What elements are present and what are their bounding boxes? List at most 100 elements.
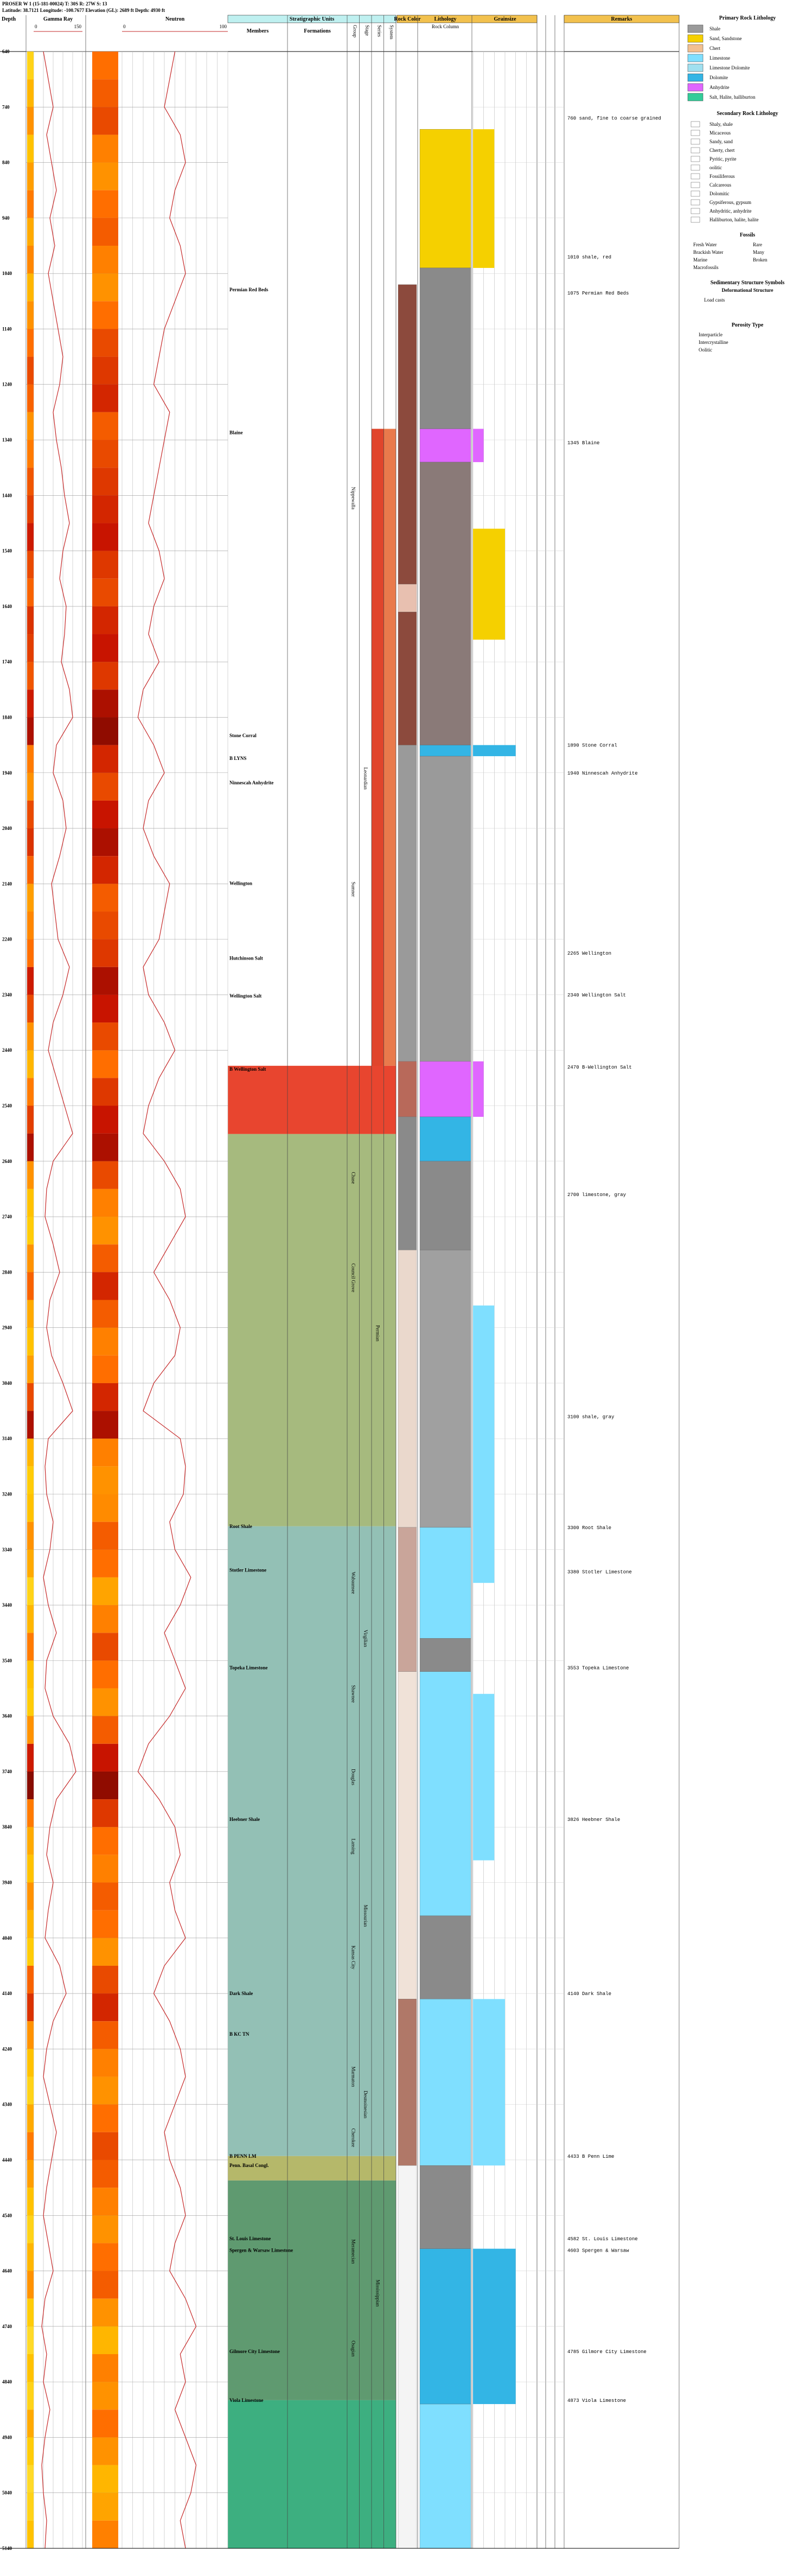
legend-icon [690, 190, 700, 197]
heat-cell [27, 2021, 34, 2049]
remark: 3553 Topeka Limestone [567, 1666, 629, 1671]
group-header: Group [352, 25, 357, 37]
heat-cell [92, 468, 118, 496]
depth-label: 1940 [2, 770, 12, 776]
heat-cell [92, 551, 118, 579]
legend-item: Limestone Dolomite [709, 65, 750, 71]
heat-cell [92, 1771, 118, 1800]
heat-cell [27, 717, 34, 745]
heat-cell [92, 162, 118, 190]
rock-color [398, 1061, 417, 1117]
member-label: B KC TN [229, 2031, 250, 2037]
grainsize-bar [473, 1693, 495, 1861]
legend-item: Halliburton, halite, halite [709, 217, 758, 222]
depth-label: 3940 [2, 1880, 12, 1885]
heat-cell [27, 1217, 34, 1245]
members-header: Members [247, 28, 269, 34]
depth-label: 3540 [2, 1658, 12, 1663]
remark: 3100 shale, gray [567, 1414, 615, 1420]
heat-cell [27, 1105, 34, 1134]
heat-cell [92, 1716, 118, 1744]
heat-cell [27, 190, 34, 218]
legend-item: Gypsiferous, gypsum [709, 200, 751, 205]
legend-item: Calcareous [709, 182, 731, 188]
legend-swatch [687, 24, 704, 33]
depth-label: 1440 [2, 493, 12, 498]
legend-swatch [687, 83, 704, 92]
heat-cell [92, 772, 118, 801]
remark: 1345 Blaine [567, 440, 599, 446]
heat-cell [27, 1494, 34, 1522]
legend-item: Shaly, shale [709, 122, 733, 127]
legend-title: Secondary Rock Lithology [717, 111, 778, 117]
depth-label: 1540 [2, 548, 12, 554]
group-header: Stage [365, 25, 370, 36]
member-label: B Wellington Salt [229, 1066, 266, 1072]
log-curve [137, 51, 197, 2549]
group-label: Permian [375, 1325, 380, 1341]
heat-cell [27, 1993, 34, 2022]
heat-cell [92, 1938, 118, 1966]
depth-label: 840 [2, 160, 10, 165]
grainsize-bar [473, 745, 516, 757]
member-label: Viola Limestone [229, 2398, 263, 2403]
member-label: Wellington [229, 880, 252, 886]
legend-item: Dolomite [709, 75, 728, 80]
heat-cell [27, 523, 34, 551]
heat-cell [27, 1300, 34, 1328]
group-label: Desmoinesian [363, 2091, 368, 2118]
legend-item: Sand, Sandstone [709, 36, 742, 41]
remark: 2470 B-Wellington Salt [567, 1065, 632, 1070]
heat-cell [92, 1577, 118, 1606]
depth-label: 1340 [2, 437, 12, 443]
heat-cell [92, 523, 118, 551]
remark: 4873 Viola Limestone [567, 2398, 626, 2404]
heat-cell [92, 1466, 118, 1494]
legend-icon [690, 182, 700, 188]
heat-cell [92, 2104, 118, 2132]
heat-cell [92, 412, 118, 440]
heat-cell [92, 662, 118, 690]
heat-cell [27, 1188, 34, 1217]
depth-label: 4740 [2, 2324, 12, 2329]
track-max: 100 [220, 24, 227, 29]
heat-cell [27, 1022, 34, 1051]
strat-header-text: Stratigraphic Units [290, 16, 335, 22]
group-label: Meramecian [350, 2239, 356, 2264]
heat-cell [92, 2188, 118, 2216]
heat-cell [27, 1411, 34, 1439]
legend-swatch [687, 73, 704, 82]
heat-cell [27, 2159, 34, 2188]
heat-cell [92, 52, 118, 80]
heat-cell [27, 329, 34, 357]
heat-cell [92, 2076, 118, 2105]
legend-icon [690, 130, 700, 136]
legend-icon [690, 156, 700, 162]
strat-unit [228, 1526, 396, 2156]
group-label: Virgilian [363, 1630, 368, 1647]
depth-label: 2640 [2, 1159, 12, 1164]
heat-cell [92, 1910, 118, 1938]
remark: 2700 limestone, gray [567, 1192, 626, 1198]
heat-cell [92, 2326, 118, 2354]
heat-cell [27, 1327, 34, 1356]
legend-swatch [687, 54, 704, 62]
heat-cell [27, 1522, 34, 1550]
heat-cell [27, 967, 34, 995]
member-label: St. Louis Limestone [229, 2236, 271, 2241]
grainsize-header: Grainsize [494, 16, 516, 22]
heat-cell [92, 2520, 118, 2548]
heat-cell [27, 1161, 34, 1189]
remark: 4140 Dark Shale [567, 1991, 611, 1997]
rock-color [398, 1671, 417, 1999]
heat-cell [92, 2215, 118, 2243]
heat-cell [92, 135, 118, 163]
grainsize-bar [473, 429, 484, 462]
remark: 4785 Gilmore City Limestone [567, 2349, 647, 2355]
heat-cell [27, 1577, 34, 1606]
legend-title: Porosity Type [732, 322, 764, 328]
member-label: Gilmore City Limestone [229, 2349, 280, 2354]
heat-cell [27, 273, 34, 302]
heat-cell [27, 1439, 34, 1467]
depth-header: Depth [2, 16, 16, 22]
